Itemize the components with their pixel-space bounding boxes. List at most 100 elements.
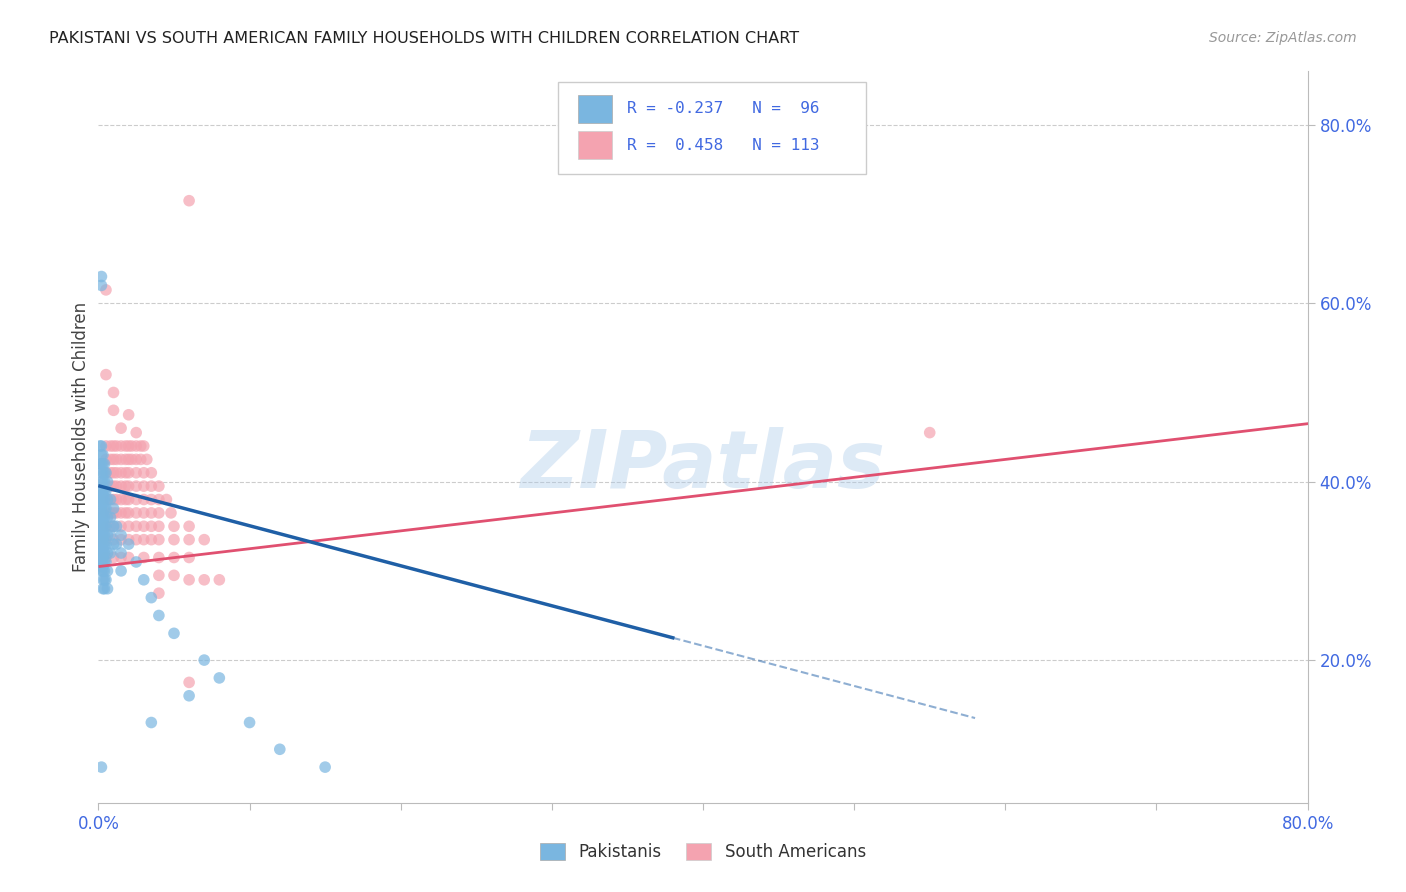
Point <box>103 452 125 467</box>
Point <box>96 546 118 560</box>
Point <box>90 528 112 542</box>
Point <box>103 537 125 551</box>
Point <box>141 533 163 547</box>
Point <box>239 715 262 730</box>
Point <box>90 439 112 453</box>
Point <box>208 573 231 587</box>
Point <box>91 582 114 596</box>
Point <box>94 492 117 507</box>
Point <box>160 506 183 520</box>
Point <box>132 533 155 547</box>
Point <box>103 506 125 520</box>
Point <box>179 675 201 690</box>
Point <box>125 533 148 547</box>
Legend: Pakistanis, South Americans: Pakistanis, South Americans <box>533 836 873 868</box>
Point <box>193 533 215 547</box>
Point <box>94 501 117 516</box>
Point <box>193 653 215 667</box>
Point <box>125 492 148 507</box>
Point <box>179 533 201 547</box>
Point <box>141 591 163 605</box>
Point <box>93 573 115 587</box>
Bar <box>578 131 613 159</box>
Text: R = -0.237   N =  96: R = -0.237 N = 96 <box>627 101 820 116</box>
Point <box>91 541 114 556</box>
Point <box>118 506 141 520</box>
Point <box>91 533 114 547</box>
Point <box>91 519 114 533</box>
Point <box>90 501 112 516</box>
Point <box>90 448 112 462</box>
Point <box>148 519 170 533</box>
Point <box>148 492 170 507</box>
Point <box>103 403 125 417</box>
Point <box>103 385 125 400</box>
Point <box>132 492 155 507</box>
Point <box>135 452 157 467</box>
Point <box>94 479 117 493</box>
Point <box>179 550 201 565</box>
Bar <box>578 95 613 122</box>
Point <box>103 519 125 533</box>
Point <box>121 452 143 467</box>
Point <box>110 421 132 435</box>
Point <box>114 466 136 480</box>
Point <box>103 439 125 453</box>
Point <box>179 194 201 208</box>
Point <box>91 483 114 498</box>
Point <box>110 506 132 520</box>
Point <box>94 533 117 547</box>
Point <box>118 452 141 467</box>
Point <box>91 492 114 507</box>
Point <box>91 550 114 565</box>
Point <box>90 278 112 293</box>
Point <box>118 466 141 480</box>
Point <box>179 573 201 587</box>
Point <box>132 479 155 493</box>
Point <box>125 452 148 467</box>
Point <box>91 488 114 502</box>
Point <box>91 475 114 489</box>
Point <box>110 466 132 480</box>
Point <box>125 555 148 569</box>
Point <box>314 760 336 774</box>
Point <box>193 573 215 587</box>
Point <box>100 492 122 507</box>
Point <box>118 439 141 453</box>
Y-axis label: Family Households with Children: Family Households with Children <box>72 302 90 572</box>
Point <box>114 479 136 493</box>
Point <box>100 479 122 493</box>
Point <box>96 510 118 524</box>
Point <box>94 368 117 382</box>
Point <box>148 533 170 547</box>
Point <box>90 466 112 480</box>
Point <box>110 564 132 578</box>
Point <box>105 479 128 493</box>
Point <box>100 519 122 533</box>
Point <box>96 492 118 507</box>
Point <box>155 492 177 507</box>
Point <box>90 510 112 524</box>
Point <box>105 506 128 520</box>
Point <box>90 524 112 538</box>
Point <box>90 564 112 578</box>
Point <box>129 439 152 453</box>
Point <box>100 439 122 453</box>
Point <box>163 550 186 565</box>
Point <box>94 519 117 533</box>
Point <box>93 492 115 507</box>
Point <box>90 550 112 565</box>
Point <box>90 519 112 533</box>
Point <box>148 568 170 582</box>
Point <box>91 559 114 574</box>
Text: PAKISTANI VS SOUTH AMERICAN FAMILY HOUSEHOLDS WITH CHILDREN CORRELATION CHART: PAKISTANI VS SOUTH AMERICAN FAMILY HOUSE… <box>49 31 800 46</box>
Point <box>91 457 114 471</box>
Point <box>132 439 155 453</box>
Point <box>89 439 111 453</box>
Point <box>110 519 132 533</box>
Point <box>208 671 231 685</box>
Point <box>129 452 152 467</box>
Point <box>141 715 163 730</box>
Point <box>105 452 128 467</box>
Point <box>94 519 117 533</box>
